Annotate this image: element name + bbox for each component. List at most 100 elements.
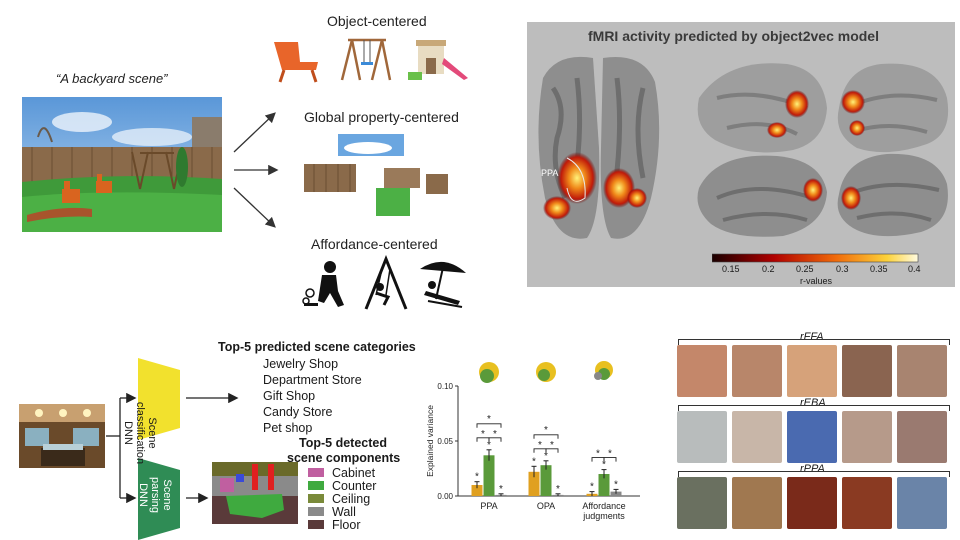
face-image-2 (732, 345, 782, 397)
significance-bracket (488, 437, 502, 442)
face-image-5 (897, 345, 947, 397)
place-image-1 (677, 477, 727, 529)
place-image-3 (787, 477, 837, 529)
significance-star: * (475, 472, 479, 483)
place-image-2 (732, 477, 782, 529)
swinging-icon (364, 255, 408, 310)
y-axis-label: Explained variance (425, 405, 435, 477)
fmri-colorbar (712, 253, 919, 263)
body-image-4 (842, 411, 892, 463)
fmri-title: fMRI activity predicted by object2vec mo… (588, 28, 879, 44)
stimulus-panel: rFFA rEBA rPPA (672, 331, 955, 531)
ppa-label: PPA (541, 168, 559, 178)
fmri-brain-maps (538, 56, 949, 239)
legend-swatch (308, 468, 324, 477)
colorbar-tick: 0.15 (722, 264, 740, 274)
legend-swatch (308, 507, 324, 516)
legend-swatch (308, 520, 324, 529)
rffa-label: rFFA (800, 331, 824, 343)
reba-label: rEBA (800, 397, 826, 409)
significance-star: * (602, 460, 606, 471)
venn-icon-affordance (594, 361, 613, 380)
right-medial-view (837, 153, 948, 237)
category-item: Department Store (263, 373, 362, 387)
legend-swatch (308, 494, 324, 503)
ventral-left-hemisphere (538, 56, 600, 239)
legend-label: Floor (332, 517, 361, 532)
reba-bracket (678, 405, 950, 411)
global-property-title: Global property-centered (304, 109, 459, 125)
significance-star: * (544, 425, 548, 436)
scene-arrows (233, 112, 279, 228)
scene-caption: “A backyard scene” (56, 71, 168, 86)
body-image-5 (897, 411, 947, 463)
x-tick-label: OPA (537, 501, 555, 511)
category-item: Jewelry Shop (263, 357, 339, 371)
significance-star: * (532, 456, 536, 467)
bar (540, 465, 552, 496)
legend-label: Ceiling (332, 491, 371, 506)
face-image-4 (842, 345, 892, 397)
explained-variance-chart: 0.00 0.05 0.10 Explained variance PPA OPA Affo… (425, 361, 640, 521)
scene-parsing-dnn-block (138, 458, 180, 540)
face-image-3 (787, 345, 837, 397)
bar (598, 474, 610, 496)
scene-classification-dnn-block (138, 358, 180, 440)
legend-label: Counter (332, 478, 377, 493)
rffa-bracket (678, 339, 950, 345)
top5-components-title-2: scene components (287, 451, 401, 465)
affordance-icons (302, 255, 466, 310)
object-centered-title: Object-centered (327, 13, 427, 29)
scene-parsing-dnn-label: Scene parsing DNN (137, 476, 173, 514)
bar (471, 485, 483, 496)
significance-star: * (487, 440, 491, 451)
top5-categories-list: Jewelry Shop Department Store Gift Shop … (263, 356, 362, 436)
store-photo (19, 404, 105, 468)
significance-star: * (493, 429, 497, 440)
significance-star: * (538, 440, 542, 451)
place-image-5 (897, 477, 947, 529)
segmentation-map (212, 462, 298, 524)
colorbar-label: r-values (800, 276, 833, 286)
backyard-photo (22, 97, 222, 232)
significance-bracket (603, 457, 617, 462)
significance-star: * (596, 449, 600, 460)
significance-star: * (614, 479, 618, 490)
x-tick-label: Affordance (582, 501, 625, 511)
dnn-pipeline (106, 358, 239, 540)
gardening-icon (302, 261, 344, 307)
legend-item: Cabinet (308, 465, 376, 480)
significance-star: * (590, 482, 594, 493)
colorbar-tick: 0.35 (870, 264, 888, 274)
top5-components-title-1: Top-5 detected (299, 436, 387, 450)
chair-icon (274, 42, 318, 83)
place-image-4 (842, 477, 892, 529)
legend-swatch (308, 481, 324, 490)
venn-icon-ppa (479, 362, 499, 383)
colorbar-tick: 0.3 (836, 264, 849, 274)
rppa-bracket (678, 471, 950, 477)
swing-set-icon (340, 38, 392, 81)
components-legend: Cabinet Counter Ceiling Wall Floor (308, 465, 377, 532)
y-tick-label: 0.00 (437, 492, 453, 501)
y-tick-label: 0.10 (437, 382, 453, 391)
x-tick-label: PPA (480, 501, 497, 511)
legend-item: Counter (308, 478, 377, 493)
significance-bracket (545, 448, 559, 453)
top5-categories-title: Top-5 predicted scene categories (218, 340, 416, 354)
object-icons (274, 38, 468, 83)
left-medial-view (697, 155, 827, 237)
affordance-centered-title: Affordance-centered (311, 236, 438, 252)
significance-star: * (487, 414, 491, 425)
significance-star: * (550, 440, 554, 451)
colorbar-tick: 0.2 (762, 264, 775, 274)
bar (483, 455, 495, 496)
significance-bracket (533, 434, 559, 439)
legend-item: Floor (308, 517, 376, 532)
venn-icon-opa (536, 362, 556, 382)
legend-item: Ceiling (308, 491, 376, 506)
colorbar-tick: 0.4 (908, 264, 921, 274)
legend-label: Cabinet (332, 465, 376, 480)
significance-star: * (481, 429, 485, 440)
x-tick-label: judgments (582, 511, 625, 521)
